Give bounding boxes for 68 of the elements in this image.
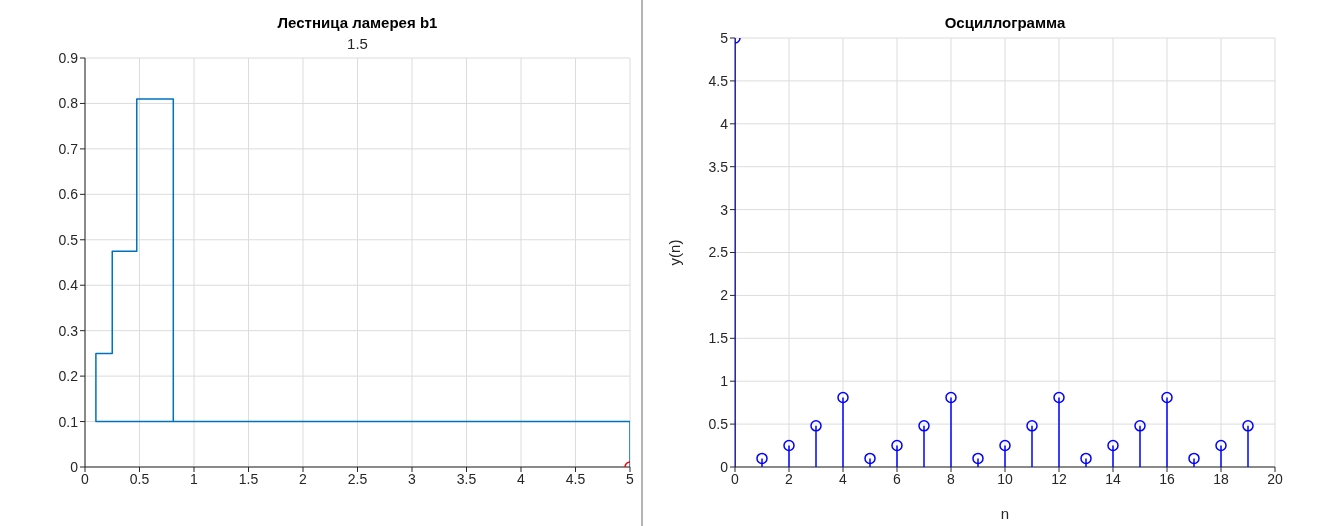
x-tick-label: 5 (626, 470, 635, 487)
x-tick-label: 14 (1105, 470, 1121, 487)
y-tick-label: 1.5 (708, 330, 729, 347)
y-tick-label: 0.7 (58, 140, 79, 157)
x-tick-label: 0 (81, 470, 90, 487)
y-tick-label: 5 (720, 29, 729, 46)
chart-title: Лестница ламерея b1 (276, 14, 439, 31)
y-axis-title: y(n) (666, 239, 684, 266)
point (999, 439, 1011, 452)
point (1026, 420, 1038, 432)
y-tick-label: 1 (720, 373, 729, 390)
x-tick-label: 20 (1267, 470, 1283, 487)
x-tick-label: 12 (1051, 470, 1067, 487)
y-tick-label: 3.5 (708, 158, 729, 175)
x-axis-title: n (1000, 505, 1010, 522)
x-tick-label: 1 (190, 470, 199, 487)
y-tick-label: 0 (70, 458, 79, 475)
x-tick-label: 0.5 (129, 470, 150, 487)
point (1134, 420, 1146, 432)
x-tick-label: 2.5 (347, 470, 368, 487)
y-tick-label: 0.4 (58, 277, 79, 294)
x-tick-label: 16 (1159, 470, 1175, 487)
point (891, 439, 903, 452)
chart-title: Осциллограмма (943, 14, 1067, 31)
x-tick-label: 0 (731, 470, 740, 487)
chart-subtitle: 1.5 (346, 35, 369, 52)
x-tick-label: 2 (299, 470, 308, 487)
point (1053, 391, 1065, 404)
y-tick-label: 0.1 (58, 413, 79, 430)
point (837, 391, 849, 404)
y-tick-label: 4.5 (708, 72, 729, 89)
point (1080, 452, 1092, 465)
y-tick-label: 0.9 (58, 49, 79, 66)
x-tick-label: 18 (1213, 470, 1229, 487)
x-tick-label: 10 (997, 470, 1013, 487)
point (1107, 439, 1119, 452)
point (918, 420, 930, 432)
y-tick-label: 0.5 (58, 231, 79, 248)
point (1161, 391, 1173, 404)
y-tick-label: 0.8 (58, 95, 79, 112)
x-tick-label: 2 (785, 470, 794, 487)
point (1188, 452, 1200, 465)
y-tick-label: 0.6 (58, 186, 79, 203)
point (1242, 420, 1254, 432)
line-series (95, 98, 630, 467)
x-tick-label: 3 (408, 470, 417, 487)
point (864, 452, 876, 465)
y-tick-label: 2 (720, 287, 729, 304)
x-tick-label: 4 (839, 470, 848, 487)
point (972, 452, 984, 465)
y-tick-label: 0.5 (708, 416, 729, 433)
point (810, 420, 822, 432)
y-tick-label: 4 (720, 115, 729, 132)
point (783, 439, 795, 452)
y-tick-label: 0 (720, 458, 729, 475)
x-tick-label: 4.5 (565, 470, 586, 487)
x-tick-label: 3.5 (456, 470, 477, 487)
y-tick-label: 2.5 (708, 244, 729, 261)
point (945, 391, 957, 404)
y-tick-label: 0.2 (58, 368, 79, 385)
y-tick-label: 0.3 (58, 322, 79, 339)
y-tick-label: 3 (720, 201, 729, 218)
point (1215, 439, 1227, 452)
x-tick-label: 4 (517, 470, 526, 487)
x-tick-label: 8 (947, 470, 956, 487)
x-tick-label: 1.5 (238, 470, 259, 487)
point (756, 452, 768, 465)
x-tick-label: 6 (893, 470, 902, 487)
